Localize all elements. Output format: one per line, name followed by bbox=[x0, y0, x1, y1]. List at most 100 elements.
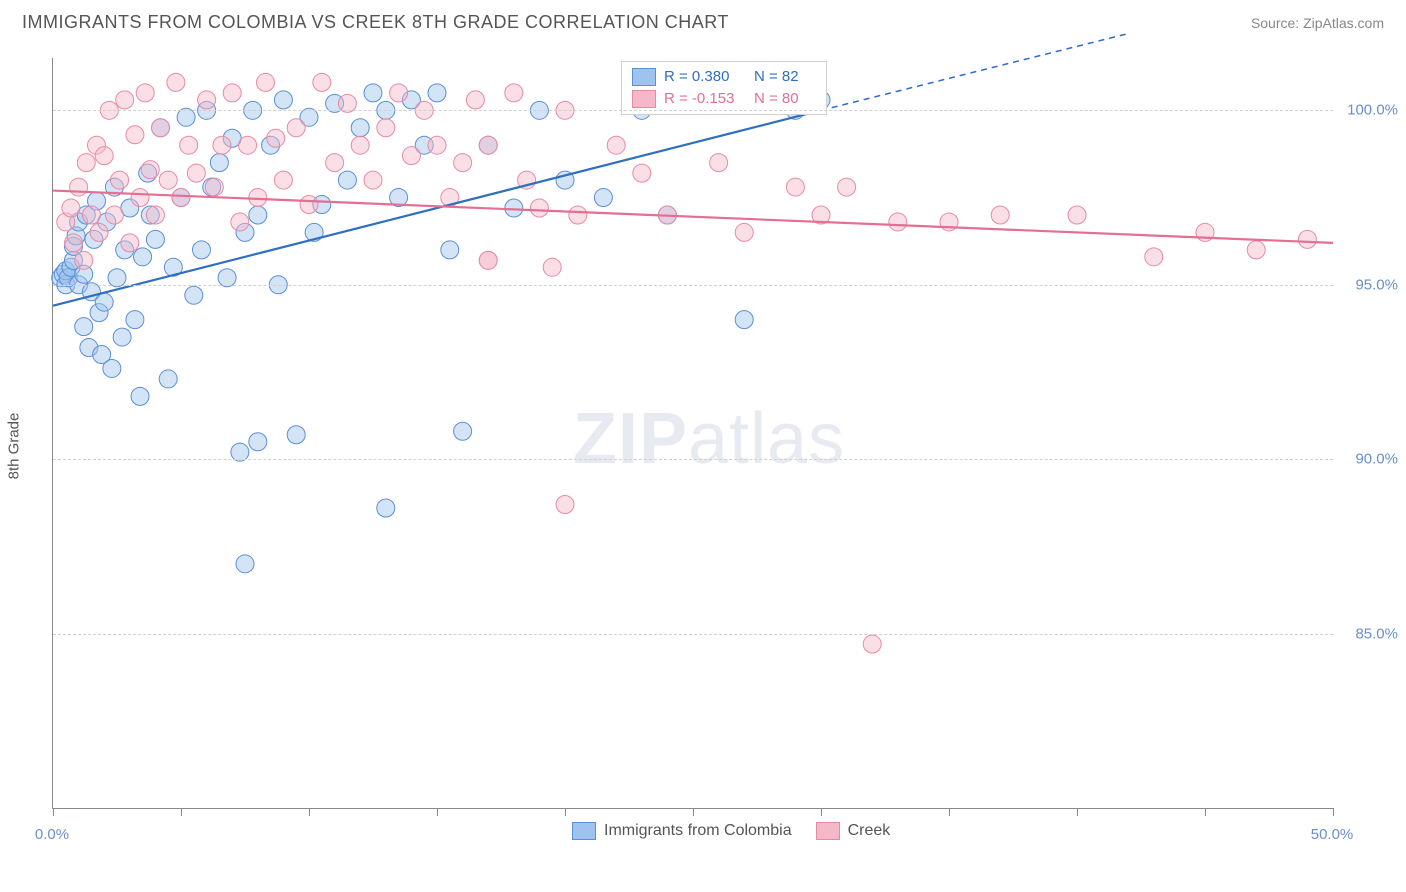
source-label: Source: ZipAtlas.com bbox=[1251, 15, 1384, 31]
data-point bbox=[249, 189, 267, 207]
x-tick bbox=[181, 808, 182, 816]
legend-item: Immigrants from Colombia bbox=[572, 822, 792, 840]
data-point bbox=[113, 328, 131, 346]
y-tick-label: 100.0% bbox=[1347, 102, 1398, 119]
legend-swatch bbox=[572, 822, 596, 840]
x-tick bbox=[821, 808, 822, 816]
data-point bbox=[313, 73, 331, 91]
data-point bbox=[95, 147, 113, 165]
data-point bbox=[180, 136, 198, 154]
data-point bbox=[75, 318, 93, 336]
data-point bbox=[735, 311, 753, 329]
r-value: R = 0.380 bbox=[664, 66, 746, 88]
x-tick bbox=[1077, 808, 1078, 816]
data-point bbox=[838, 178, 856, 196]
data-point bbox=[991, 206, 1009, 224]
legend-label: Immigrants from Colombia bbox=[604, 822, 792, 840]
legend-row: R = 0.380 N = 82 bbox=[632, 66, 816, 88]
data-point bbox=[300, 196, 318, 214]
data-point bbox=[863, 635, 881, 653]
data-point bbox=[146, 230, 164, 248]
data-point bbox=[479, 251, 497, 269]
data-point bbox=[505, 84, 523, 102]
data-point bbox=[187, 164, 205, 182]
data-point bbox=[136, 84, 154, 102]
data-point bbox=[159, 171, 177, 189]
x-tick bbox=[565, 808, 566, 816]
legend-row: R = -0.153 N = 80 bbox=[632, 88, 816, 110]
data-point bbox=[338, 171, 356, 189]
data-point bbox=[64, 234, 82, 252]
n-value: N = 80 bbox=[754, 88, 816, 110]
x-tick bbox=[949, 808, 950, 816]
data-point bbox=[231, 213, 249, 231]
data-point bbox=[1298, 230, 1316, 248]
data-point bbox=[249, 433, 267, 451]
data-point bbox=[131, 387, 149, 405]
data-point bbox=[116, 91, 134, 109]
x-tick bbox=[693, 808, 694, 816]
x-tick bbox=[1333, 808, 1334, 816]
data-point bbox=[126, 126, 144, 144]
data-point bbox=[111, 171, 129, 189]
trend-line-extrapolated bbox=[821, 34, 1128, 111]
data-point bbox=[889, 213, 907, 231]
x-tick bbox=[53, 808, 54, 816]
data-point bbox=[77, 154, 95, 172]
data-point bbox=[1247, 241, 1265, 259]
data-point bbox=[159, 370, 177, 388]
data-point bbox=[326, 154, 344, 172]
data-point bbox=[256, 73, 274, 91]
data-point bbox=[95, 293, 113, 311]
data-point bbox=[223, 84, 241, 102]
data-point bbox=[402, 147, 420, 165]
data-point bbox=[786, 178, 804, 196]
n-value: N = 82 bbox=[754, 66, 816, 88]
data-point bbox=[198, 91, 216, 109]
y-tick-label: 90.0% bbox=[1355, 451, 1398, 468]
data-point bbox=[377, 499, 395, 517]
data-point bbox=[351, 119, 369, 137]
gridline bbox=[53, 110, 1333, 111]
data-point bbox=[351, 136, 369, 154]
data-point bbox=[192, 241, 210, 259]
data-point bbox=[1068, 206, 1086, 224]
data-point bbox=[70, 178, 88, 196]
data-point bbox=[141, 161, 159, 179]
r-value: R = -0.153 bbox=[664, 88, 746, 110]
legend-swatch bbox=[632, 90, 656, 108]
data-point bbox=[121, 234, 139, 252]
data-point bbox=[239, 136, 257, 154]
data-point bbox=[236, 555, 254, 573]
data-point bbox=[82, 206, 100, 224]
data-point bbox=[466, 91, 484, 109]
data-point bbox=[213, 136, 231, 154]
x-tick bbox=[309, 808, 310, 816]
legend-swatch bbox=[816, 822, 840, 840]
data-point bbox=[607, 136, 625, 154]
y-tick-label: 95.0% bbox=[1355, 276, 1398, 293]
data-point bbox=[710, 154, 728, 172]
legend-series: Immigrants from Colombia Creek bbox=[572, 822, 890, 840]
legend-item: Creek bbox=[816, 822, 891, 840]
data-point bbox=[146, 206, 164, 224]
data-point bbox=[172, 189, 190, 207]
data-point bbox=[505, 199, 523, 217]
data-point bbox=[210, 154, 228, 172]
gridline bbox=[53, 634, 1333, 635]
data-point bbox=[126, 311, 144, 329]
data-point bbox=[633, 164, 651, 182]
x-tick bbox=[437, 808, 438, 816]
header: IMMIGRANTS FROM COLOMBIA VS CREEK 8TH GR… bbox=[0, 0, 1406, 41]
data-point bbox=[364, 171, 382, 189]
data-point bbox=[735, 223, 753, 241]
data-point bbox=[134, 248, 152, 266]
x-tick-label: 50.0% bbox=[1311, 826, 1354, 843]
y-tick-label: 85.0% bbox=[1355, 625, 1398, 642]
data-point bbox=[556, 496, 574, 514]
data-point bbox=[287, 119, 305, 137]
data-point bbox=[428, 136, 446, 154]
chart-svg bbox=[53, 58, 1333, 808]
data-point bbox=[479, 136, 497, 154]
data-point bbox=[454, 422, 472, 440]
